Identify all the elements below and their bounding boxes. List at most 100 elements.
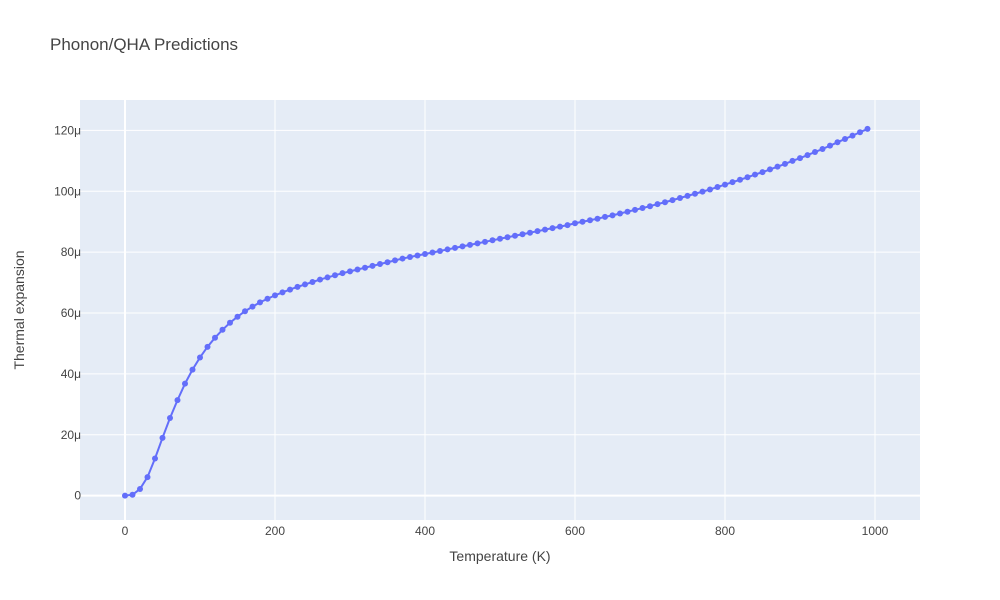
data-point bbox=[699, 188, 706, 195]
data-point bbox=[647, 203, 653, 210]
data-point bbox=[444, 246, 451, 253]
data-point bbox=[459, 243, 466, 250]
data-point bbox=[317, 276, 323, 283]
data-point bbox=[399, 255, 406, 262]
y-axis-title: Thermal expansion bbox=[11, 250, 27, 369]
data-point bbox=[602, 213, 608, 220]
y-tick-label: 100μ bbox=[54, 184, 81, 198]
data-point bbox=[287, 286, 293, 293]
data-point bbox=[692, 190, 698, 197]
data-point bbox=[774, 163, 781, 170]
data-point bbox=[294, 283, 301, 290]
data-point bbox=[527, 229, 533, 236]
data-point bbox=[662, 199, 668, 206]
data-point bbox=[189, 366, 196, 373]
y-axis-ticks: 0 20μ 40μ 60μ 80μ 100μ 120μ bbox=[54, 123, 81, 502]
x-axis-title: Temperature (K) bbox=[449, 548, 550, 564]
data-point bbox=[714, 184, 721, 191]
plot-area bbox=[80, 100, 920, 520]
data-point bbox=[182, 380, 188, 387]
y-tick-label: 40μ bbox=[61, 367, 81, 381]
data-point bbox=[587, 217, 593, 224]
data-point bbox=[812, 149, 818, 156]
x-axis-ticks: 0 200 400 600 800 1000 bbox=[122, 524, 889, 538]
data-point bbox=[789, 157, 796, 164]
data-point bbox=[512, 232, 518, 239]
data-point bbox=[219, 326, 226, 333]
x-tick-label: 800 bbox=[715, 524, 735, 538]
data-point bbox=[152, 455, 158, 462]
data-point bbox=[167, 415, 173, 422]
data-point bbox=[624, 208, 631, 215]
data-point bbox=[819, 146, 826, 152]
data-point bbox=[534, 228, 541, 235]
data-point bbox=[654, 201, 661, 208]
series-group bbox=[122, 125, 871, 499]
data-point bbox=[497, 235, 503, 242]
data-point bbox=[864, 125, 871, 132]
data-point bbox=[767, 166, 773, 173]
data-point bbox=[437, 247, 443, 254]
data-point bbox=[797, 155, 803, 162]
x-tick-label: 1000 bbox=[862, 524, 889, 538]
data-point bbox=[392, 257, 398, 264]
data-point bbox=[377, 261, 383, 268]
data-point bbox=[827, 142, 833, 149]
chart-title: Phonon/QHA Predictions bbox=[50, 35, 238, 54]
data-point bbox=[122, 492, 128, 499]
data-point bbox=[212, 334, 218, 341]
data-point bbox=[407, 254, 413, 261]
data-point bbox=[842, 135, 848, 142]
series-line bbox=[124, 127, 868, 497]
data-point bbox=[144, 474, 151, 481]
data-point bbox=[279, 289, 286, 296]
y-tick-label: 120μ bbox=[54, 123, 81, 137]
data-point bbox=[729, 179, 736, 186]
data-point bbox=[684, 192, 691, 199]
data-point bbox=[722, 181, 728, 188]
data-point bbox=[759, 169, 766, 176]
x-tick-label: 200 bbox=[265, 524, 285, 538]
x-tick-label: 400 bbox=[415, 524, 435, 538]
data-point bbox=[197, 354, 203, 361]
data-point bbox=[257, 299, 263, 306]
data-point bbox=[384, 259, 391, 266]
data-point bbox=[362, 264, 368, 271]
data-point bbox=[354, 266, 361, 273]
data-point bbox=[632, 206, 638, 213]
data-point bbox=[309, 279, 316, 285]
data-point bbox=[849, 132, 856, 139]
data-point bbox=[264, 295, 271, 302]
data-point bbox=[782, 160, 788, 167]
data-point bbox=[204, 343, 211, 350]
data-point bbox=[137, 485, 143, 492]
data-point bbox=[617, 210, 623, 217]
data-point bbox=[227, 319, 233, 326]
data-point bbox=[234, 313, 241, 320]
data-point bbox=[467, 241, 473, 248]
data-point bbox=[744, 174, 751, 181]
y-tick-label: 20μ bbox=[61, 428, 81, 442]
x-tick-label: 0 bbox=[122, 524, 129, 538]
data-point bbox=[332, 272, 338, 279]
data-point bbox=[422, 251, 428, 257]
data-point bbox=[669, 197, 676, 204]
data-point bbox=[324, 274, 331, 281]
data-point bbox=[129, 491, 136, 498]
data-point bbox=[249, 303, 256, 310]
data-point bbox=[857, 129, 863, 136]
y-tick-label: 60μ bbox=[61, 306, 81, 320]
data-point bbox=[572, 220, 578, 227]
data-point bbox=[369, 262, 376, 269]
data-point bbox=[579, 218, 586, 225]
data-point bbox=[519, 231, 526, 238]
data-point bbox=[482, 238, 488, 245]
data-point bbox=[504, 234, 511, 241]
data-point bbox=[339, 270, 346, 277]
data-point bbox=[272, 292, 278, 299]
data-point bbox=[542, 226, 548, 233]
grid-lines bbox=[80, 100, 920, 520]
data-point bbox=[452, 244, 458, 251]
data-point bbox=[474, 240, 481, 247]
